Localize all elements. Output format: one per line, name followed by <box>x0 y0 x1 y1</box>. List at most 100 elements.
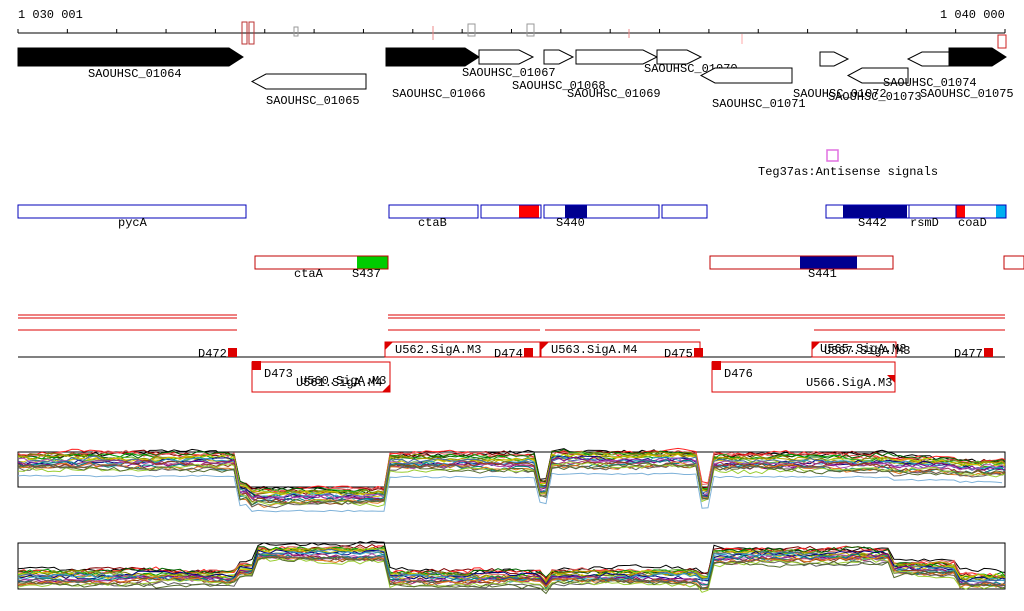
signal-region-label: U563.SigA.M4 <box>551 343 637 357</box>
transcript-label: S437 <box>352 267 381 281</box>
d-marker-D474[interactable] <box>524 348 533 357</box>
ruler-mark <box>248 21 255 45</box>
transcript-segment <box>800 256 857 269</box>
transcript-label: S442 <box>858 216 887 230</box>
transcript-segment <box>519 205 539 218</box>
gene-label: SAOUHSC_01069 <box>567 87 661 101</box>
transcript-segment <box>565 205 587 218</box>
d-marker-D473[interactable] <box>252 361 261 370</box>
transcript-bg <box>662 205 707 218</box>
coverage-trace <box>17 461 1006 508</box>
gene-label: SAOUHSC_01075 <box>920 87 1014 101</box>
ruler-mark <box>241 21 248 45</box>
transcript-box-pycA[interactable] <box>17 204 247 219</box>
transcript-box-ctaB[interactable] <box>388 204 479 219</box>
transcript-box-S440[interactable] <box>543 204 660 219</box>
signal-region-label: U567.SigA.M3 <box>824 344 910 358</box>
transcript-bg <box>909 205 956 218</box>
gene-arrow-SAOUHSC_01067[interactable] <box>478 49 535 65</box>
coverage-trace <box>17 556 1006 593</box>
coverage-trace <box>17 547 1006 583</box>
gene-label: SAOUHSC_01067 <box>462 66 556 80</box>
signal-region-label: U565.SigA.M3 <box>820 342 906 356</box>
coverage-panel-2 <box>17 540 1006 595</box>
d-marker-D476[interactable] <box>712 361 721 370</box>
coverage-trace <box>17 453 1006 497</box>
gene-label: SAOUHSC_01072 <box>793 87 887 101</box>
coverage-trace <box>17 554 1006 590</box>
gene-arrow-SAOUHSC_01065[interactable] <box>250 73 367 90</box>
coverage-extra-trace <box>17 472 1003 513</box>
ruler-mark <box>293 26 299 37</box>
gene-label: SAOUHSC_01073 <box>828 90 922 104</box>
antisense-signal-label: Teg37as:Antisense signals <box>758 165 939 179</box>
gene-arrow-SAOUHSC_01074[interactable] <box>906 51 951 67</box>
transcript-bg <box>956 205 1006 218</box>
gene-label: SAOUHSC_01074 <box>883 76 977 90</box>
ruler-mark <box>526 23 535 37</box>
transcript-label: rsmD <box>910 216 939 230</box>
signal-region-label: U562.SigA.M3 <box>395 343 481 357</box>
d-marker-label: D473 <box>264 367 293 381</box>
coverage-trace <box>17 462 1006 506</box>
gene-label: SAOUHSC_01068 <box>512 79 606 93</box>
d-marker-D472[interactable] <box>228 348 237 357</box>
gene-label: SAOUHSC_01065 <box>266 94 360 108</box>
transcript-segment <box>996 205 1006 218</box>
transcript-box-coaD[interactable] <box>955 204 1007 219</box>
transcript-segment <box>956 205 965 218</box>
transcript-label: pycA <box>118 216 148 230</box>
signal-flag-icon <box>812 342 820 350</box>
transcript-box[interactable] <box>661 204 708 219</box>
ruler-mark <box>467 23 476 37</box>
gene-label: SAOUHSC_01064 <box>88 67 182 81</box>
gene-label: SAOUHSC_01071 <box>712 97 806 111</box>
gene-arrow-SAOUHSC_01071[interactable] <box>699 67 793 84</box>
transcript-bg <box>1004 256 1024 269</box>
coverage-trace <box>17 454 1005 501</box>
signal-flag-icon <box>887 375 895 383</box>
transcript-label: S440 <box>556 216 585 230</box>
coverage-panel-1 <box>17 447 1006 513</box>
coverage-trace <box>17 545 1006 580</box>
gene-arrow-SAOUHSC_01069[interactable] <box>575 49 659 65</box>
d-marker-label: D474 <box>494 347 523 361</box>
d-marker-D477[interactable] <box>984 348 993 357</box>
transcript-box-ctaA[interactable] <box>254 255 389 270</box>
gene-arrow-SAOUHSC_01073[interactable] <box>846 67 909 84</box>
gene-arrow-SAOUHSC_01068[interactable] <box>543 49 575 65</box>
gene-arrow-SAOUHSC_01072[interactable] <box>819 51 850 67</box>
gene-arrow-SAOUHSC_01075[interactable] <box>948 47 1007 67</box>
transcript-label: ctaA <box>294 267 324 281</box>
gene-arrow-SAOUHSC_01070[interactable] <box>656 49 703 65</box>
signal-region-label: U560.SigA.M3 <box>300 374 386 388</box>
transcript-label: coaD <box>958 216 987 230</box>
coverage-trace <box>17 549 1006 586</box>
gene-label: SAOUHSC_01066 <box>392 87 486 101</box>
signal-flag-icon <box>382 384 390 392</box>
antisense-signal-box[interactable] <box>826 149 839 162</box>
d-marker-D475[interactable] <box>694 348 703 357</box>
transcript-box[interactable] <box>480 204 542 219</box>
transcript-bg <box>389 205 478 218</box>
transcript-bg <box>255 256 388 269</box>
transcript-box[interactable] <box>1003 255 1024 270</box>
transcript-segment <box>843 205 907 218</box>
coverage-trace <box>17 556 1006 595</box>
transcript-box-S441[interactable] <box>709 255 894 270</box>
gene-arrow-SAOUHSC_01066[interactable] <box>385 47 480 67</box>
signal-region-label: U561.SigA.M4 <box>296 376 382 390</box>
signal-flag-icon <box>385 342 393 350</box>
d-marker-label: D475 <box>664 347 693 361</box>
transcript-label: S441 <box>808 267 837 281</box>
ruler-start-position: 1 030 001 <box>18 8 83 22</box>
signal-flag-icon <box>541 342 549 350</box>
signal-region-box[interactable] <box>251 361 391 393</box>
d-marker-label: D472 <box>198 347 227 361</box>
gene-arrow-SAOUHSC_01064[interactable] <box>17 47 244 67</box>
coverage-trace <box>17 459 1006 506</box>
d-marker-label: D477 <box>954 347 983 361</box>
transcript-bg <box>18 205 246 218</box>
coverage-trace <box>17 449 1006 495</box>
